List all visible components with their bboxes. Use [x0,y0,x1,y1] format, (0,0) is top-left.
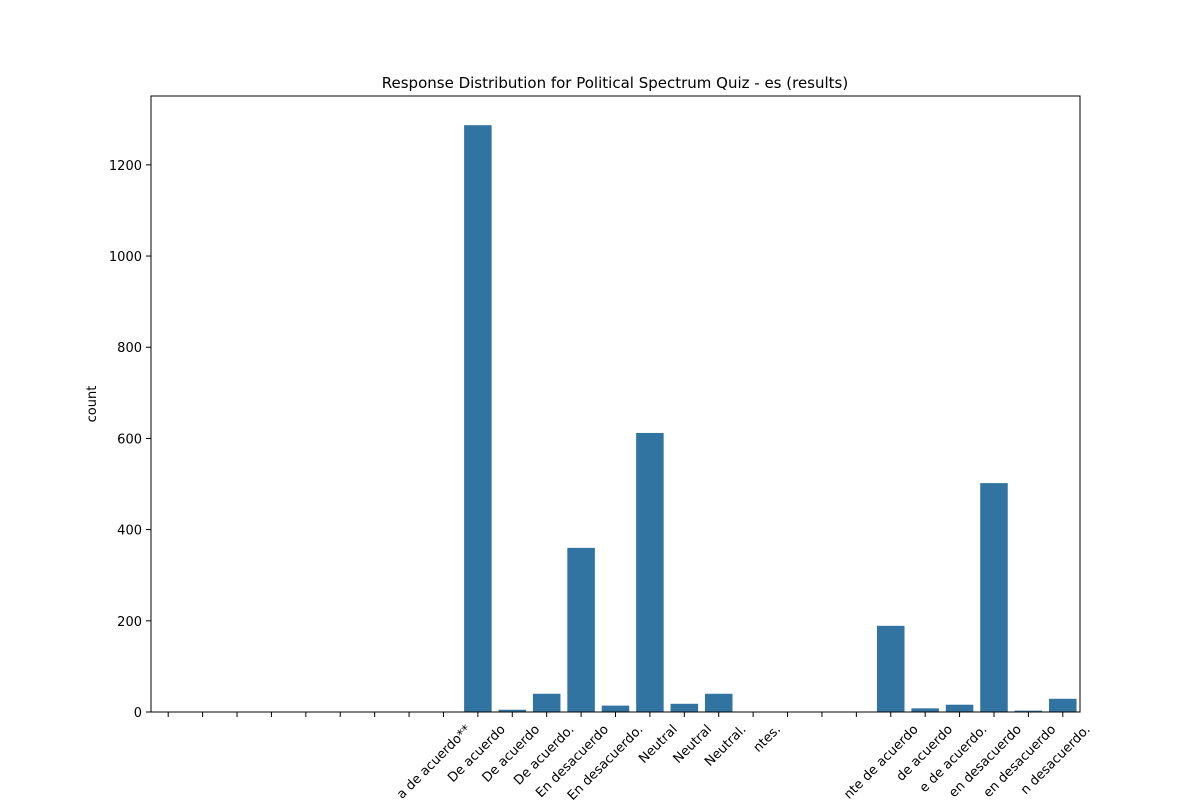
bar [532,693,561,712]
y-tick-label: 600 [117,432,142,447]
plot-frame [150,95,1081,713]
bar [1049,698,1077,712]
bar [601,705,630,712]
y-tick-label: 200 [117,615,142,630]
y-tick-label: 400 [117,524,142,539]
bar [704,693,733,712]
y-axis-label: count [85,386,100,423]
bar [980,483,1008,712]
bar [911,708,939,712]
bar [636,432,664,712]
bar [670,703,699,712]
y-tick-label: 1000 [109,250,142,265]
bar [1014,710,1043,712]
bar [945,704,974,712]
y-tick-label: 800 [117,341,142,356]
x-tick-label: ntes. [751,722,784,755]
bar [876,625,905,712]
chart-title: Response Distribution for Political Spec… [382,74,848,92]
y-tick-label: 0 [134,706,142,721]
bar [464,125,492,713]
y-tick-label: 1200 [109,159,142,174]
bar [498,709,527,712]
bar [567,547,595,712]
